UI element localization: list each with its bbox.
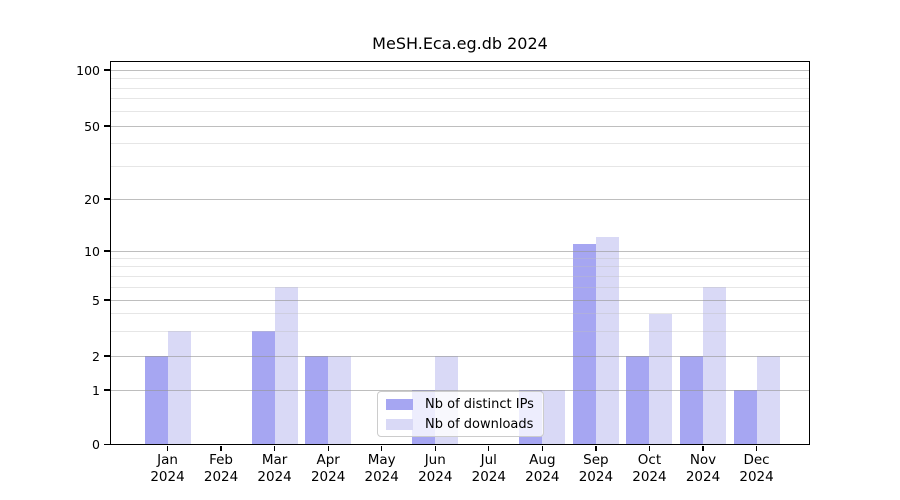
x-tick-label-year: 2024 <box>203 469 239 485</box>
y-gridline-major <box>111 299 809 301</box>
x-tick-label-month: May <box>367 452 396 468</box>
x-tick-label-month: Mar <box>261 452 288 468</box>
y-tick <box>104 125 110 127</box>
x-tick-label-year: 2024 <box>685 469 721 485</box>
y-tick-label: 1 <box>92 382 100 398</box>
y-gridline-minor <box>111 275 809 277</box>
y-tick-label: 5 <box>92 292 100 308</box>
legend-label-distinct-ips: Nb of distinct IPs <box>425 396 534 412</box>
x-tick-label-year: 2024 <box>632 469 667 485</box>
y-gridline-minor <box>111 266 809 268</box>
y-gridline-minor <box>111 166 809 168</box>
y-tick-label: 20 <box>84 191 100 207</box>
legend-item-downloads: Nb of downloads <box>386 417 535 432</box>
x-tick-label-month: Jan <box>157 452 178 468</box>
x-tick-label-year: 2024 <box>525 469 560 485</box>
legend-item-distinct-ips: Nb of distinct IPs <box>386 397 535 412</box>
bar-downloads <box>756 356 780 445</box>
y-gridline-major <box>111 69 809 71</box>
x-tick <box>434 445 436 451</box>
x-tick-label-month: Oct <box>637 452 662 468</box>
y-tick <box>104 69 110 71</box>
bar-downloads <box>167 331 191 445</box>
bar-downloads <box>595 237 619 445</box>
y-gridline-minor <box>111 87 809 89</box>
x-tick <box>595 445 597 451</box>
x-tick-label-month: Apr <box>316 452 340 468</box>
y-tick <box>104 299 110 301</box>
bar-distinct-ips <box>144 356 168 445</box>
x-tick-label-year: 2024 <box>364 469 399 485</box>
y-gridline-minor <box>111 143 809 145</box>
x-tick <box>488 445 490 451</box>
chart-title: MeSH.Eca.eg.db 2024 <box>372 34 548 53</box>
x-tick-label-year: 2024 <box>471 469 506 485</box>
legend-swatch-downloads <box>386 418 413 430</box>
x-tick <box>381 445 383 451</box>
y-tick <box>104 355 110 357</box>
x-tick-label-month: Sep <box>583 452 609 468</box>
y-gridline-major <box>111 355 809 357</box>
y-gridline-minor <box>111 257 809 259</box>
y-tick <box>104 198 110 200</box>
y-gridline-minor <box>111 286 809 288</box>
y-gridline-minor <box>111 110 809 112</box>
x-tick-label-year: 2024 <box>257 469 292 485</box>
x-tick <box>327 445 329 451</box>
y-gridline-minor <box>111 78 809 79</box>
x-tick-label-year: 2024 <box>310 469 346 485</box>
y-gridline-major <box>111 250 809 252</box>
x-tick-label-month: Feb <box>209 452 233 468</box>
y-tick-label: 10 <box>84 243 100 259</box>
y-gridline-minor <box>111 313 809 315</box>
y-tick-label: 0 <box>92 437 100 452</box>
x-tick-label-month: Jun <box>424 452 446 468</box>
bar-distinct-ips <box>626 356 650 445</box>
legend-label-downloads: Nb of downloads <box>425 416 534 432</box>
y-tick-label: 2 <box>92 348 100 364</box>
y-gridline-major <box>111 198 809 200</box>
y-gridline-minor <box>111 330 809 332</box>
legend: Nb of distinct IPs Nb of downloads <box>377 391 544 437</box>
x-tick-label-month: Aug <box>529 452 556 468</box>
x-tick-label-month: Dec <box>743 452 770 468</box>
legend-swatch-distinct-ips <box>386 398 413 410</box>
x-tick <box>166 445 169 451</box>
bar-distinct-ips <box>733 390 757 445</box>
bar-downloads <box>274 287 298 445</box>
x-tick <box>541 445 543 451</box>
y-tick-label: 50 <box>84 118 100 134</box>
y-gridline-major <box>111 389 809 391</box>
y-tick-label: 100 <box>76 62 100 78</box>
y-tick <box>104 389 110 391</box>
x-tick-label-year: 2024 <box>150 469 185 485</box>
x-tick-label-month: Nov <box>689 452 717 468</box>
x-tick-label-year: 2024 <box>578 469 614 485</box>
x-tick-label-year: 2024 <box>418 469 453 485</box>
x-tick <box>648 445 651 451</box>
x-tick-label-year: 2024 <box>739 469 774 485</box>
bar-distinct-ips <box>251 331 275 445</box>
bar-downloads <box>542 390 566 445</box>
y-gridline-major <box>111 125 809 127</box>
bar-downloads <box>703 287 726 445</box>
bar-distinct-ips <box>572 243 596 445</box>
y-tick <box>104 443 110 446</box>
y-gridline-minor <box>111 98 809 100</box>
x-tick <box>702 445 704 451</box>
bar-distinct-ips <box>305 356 329 445</box>
y-tick <box>104 250 110 252</box>
x-tick <box>220 445 222 451</box>
bar-downloads <box>649 313 673 445</box>
x-tick-label-month: Jul <box>480 452 497 468</box>
bar-downloads <box>328 356 352 445</box>
x-tick <box>273 445 276 451</box>
bar-distinct-ips <box>680 356 703 445</box>
x-tick <box>755 445 758 451</box>
